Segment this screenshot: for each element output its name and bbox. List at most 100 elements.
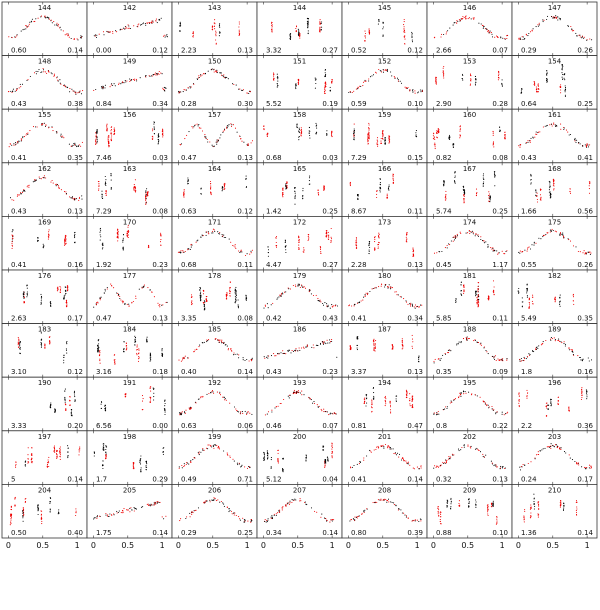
data-point	[64, 240, 66, 242]
data-point	[215, 42, 217, 44]
data-point	[20, 140, 22, 142]
data-point	[118, 82, 120, 84]
data-point	[459, 125, 461, 127]
panel-right-value: 0.13	[407, 261, 423, 269]
data-point	[198, 127, 200, 129]
data-point	[329, 90, 331, 92]
data-point	[334, 305, 336, 307]
panel-right-value: 0.13	[237, 47, 253, 55]
data-point	[437, 128, 439, 130]
data-point	[572, 293, 575, 295]
data-point	[105, 184, 107, 187]
data-point	[64, 242, 66, 244]
data-point	[483, 346, 485, 348]
data-point	[263, 128, 265, 130]
panel-frame	[511, 55, 598, 110]
data-point	[26, 296, 28, 298]
panel-left-value: 0.63	[181, 207, 197, 215]
data-point	[100, 86, 103, 88]
data-point	[365, 80, 367, 82]
data-point	[59, 289, 61, 291]
data-point	[216, 69, 218, 71]
data-point	[527, 141, 529, 143]
data-point	[378, 286, 380, 288]
data-point	[535, 349, 537, 351]
data-point	[487, 296, 490, 298]
data-point	[317, 406, 319, 408]
data-point	[43, 175, 45, 177]
data-point	[298, 135, 300, 138]
data-point	[380, 285, 382, 287]
data-point	[138, 356, 140, 358]
data-point	[227, 78, 229, 80]
data-point	[161, 350, 163, 352]
data-point	[153, 399, 155, 401]
data-point	[459, 130, 461, 132]
panel-left-value: 1.42	[266, 207, 282, 215]
panel-right-value: 0.14	[237, 368, 253, 376]
data-point	[467, 18, 469, 20]
data-point	[367, 139, 369, 141]
data-point	[64, 397, 66, 399]
data-point	[283, 398, 285, 401]
data-point	[212, 26, 214, 28]
data-point	[40, 124, 43, 126]
data-point	[80, 35, 82, 37]
data-point	[280, 352, 282, 354]
data-point	[374, 241, 376, 243]
data-point	[152, 138, 154, 141]
data-point	[74, 233, 76, 236]
data-point	[462, 15, 464, 18]
data-point	[561, 64, 563, 66]
data-point	[183, 251, 185, 253]
data-point	[298, 284, 300, 286]
data-point	[219, 32, 221, 34]
data-point	[493, 249, 496, 251]
data-point	[294, 198, 296, 200]
panel-right-value: 0.34	[407, 315, 423, 323]
data-point	[309, 134, 311, 136]
data-point	[134, 78, 136, 80]
data-point	[23, 189, 25, 191]
data-point	[315, 133, 317, 135]
data-point	[238, 354, 240, 356]
data-point	[373, 345, 375, 347]
panel-left-value: 8.67	[351, 207, 367, 215]
data-point	[246, 92, 248, 94]
data-point	[374, 235, 376, 238]
data-point	[65, 408, 67, 410]
data-point	[277, 86, 279, 88]
data-point	[480, 236, 482, 238]
data-point	[378, 18, 380, 21]
data-point	[138, 348, 140, 350]
data-point	[101, 193, 103, 195]
data-point	[476, 341, 478, 343]
data-point	[142, 22, 145, 24]
data-point	[23, 301, 25, 303]
data-point	[276, 73, 278, 75]
data-point	[555, 15, 557, 17]
data-point	[480, 344, 482, 346]
data-point	[302, 286, 304, 288]
data-point	[180, 91, 182, 93]
data-point	[471, 393, 473, 395]
data-point	[295, 31, 297, 33]
data-point	[295, 88, 297, 90]
data-point	[53, 73, 55, 75]
data-point	[494, 36, 496, 38]
data-point	[242, 359, 244, 361]
data-point	[160, 239, 162, 241]
data-point	[162, 87, 164, 89]
panel-left-value: 7.29	[96, 207, 112, 215]
data-point	[520, 357, 522, 360]
data-point	[314, 79, 316, 81]
data-point	[69, 91, 71, 93]
data-point	[478, 299, 480, 301]
data-point	[109, 31, 111, 33]
data-point	[47, 70, 49, 72]
data-point	[381, 71, 383, 73]
data-point	[124, 28, 126, 30]
data-point	[490, 247, 492, 249]
